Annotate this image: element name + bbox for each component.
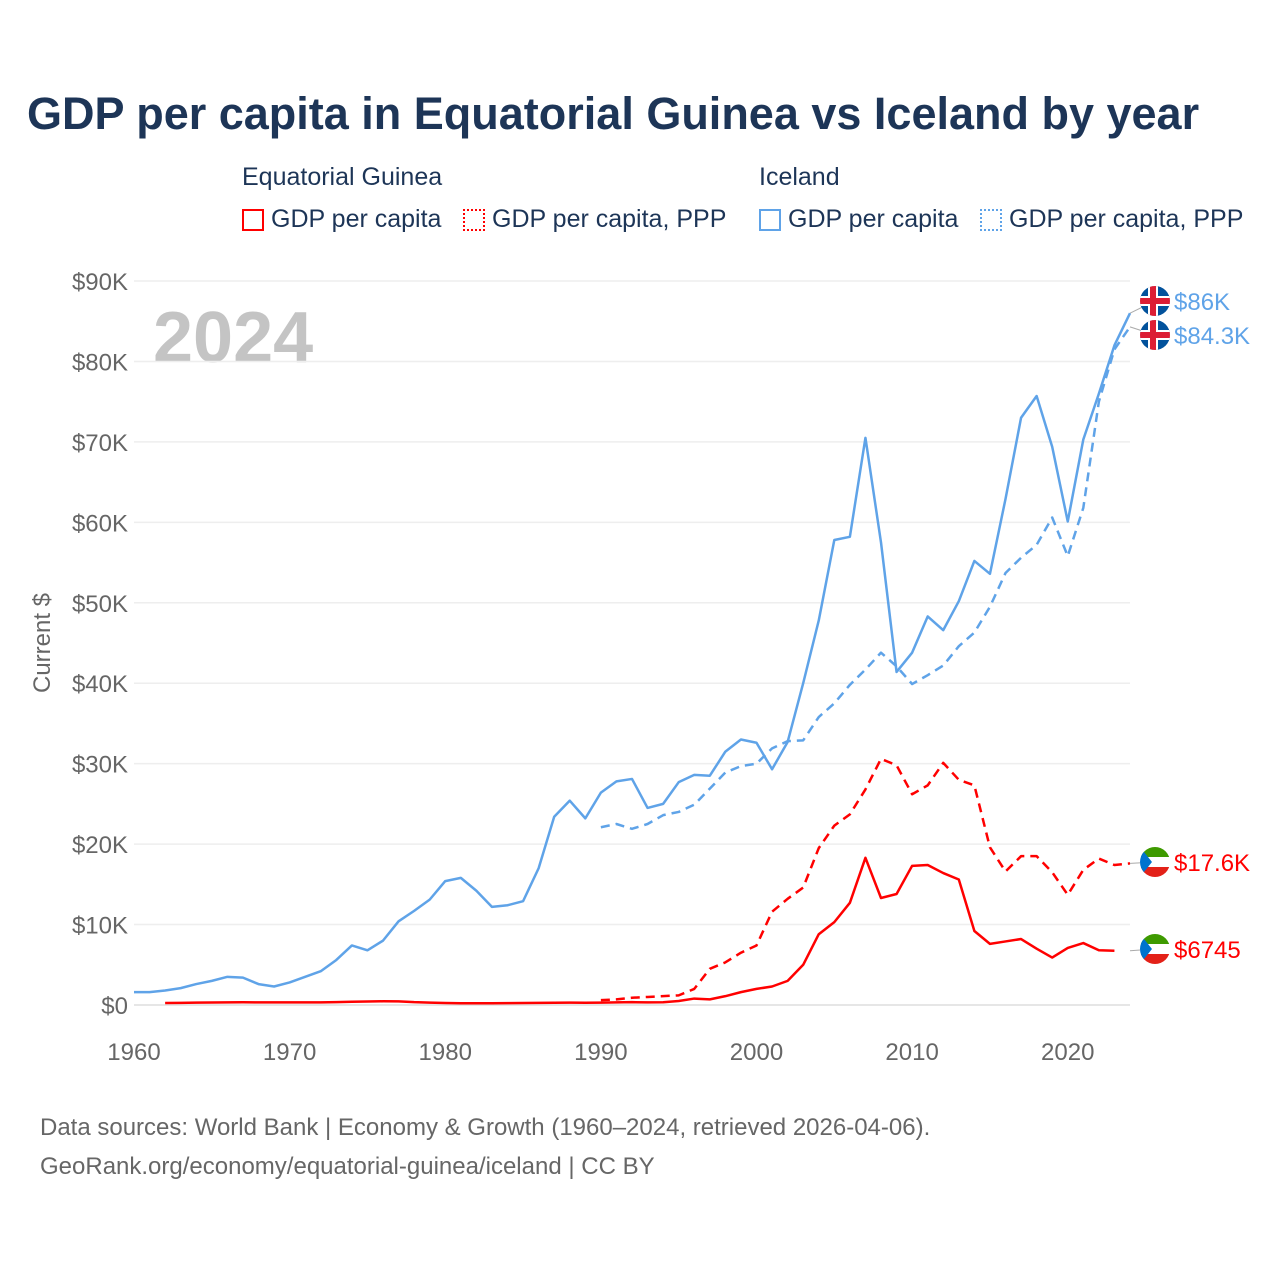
legend-group-iceland: Iceland (759, 163, 840, 191)
end-value-label: $17.6K (1174, 850, 1250, 877)
series-line-3 (165, 856, 1115, 1005)
y-tick-label: $20K (72, 832, 128, 859)
legend-item-eg-ppp[interactable]: GDP per capita, PPP (463, 205, 726, 234)
legend-item-is-gdp[interactable]: GDP per capita (759, 205, 958, 234)
legend-label: GDP per capita, PPP (1009, 205, 1244, 233)
x-tick-label: 1970 (263, 1039, 316, 1066)
source-line-1: Data sources: World Bank | Economy & Gro… (40, 1114, 931, 1141)
series-line-0 (134, 312, 1132, 994)
legend-swatch (759, 208, 781, 231)
plot-area: 2024 Current $ $0 $10K $20K $30K $40K $50K $60… (29, 269, 1250, 1066)
x-tick-label: 1990 (574, 1039, 627, 1066)
x-tick-label: 2010 (885, 1039, 938, 1066)
series-line-2 (600, 757, 1131, 1002)
source-link[interactable]: GeoRank.org/economy/equatorial-guinea/ic… (40, 1153, 655, 1180)
equatorial-guinea-flag-icon (1140, 934, 1170, 964)
year-watermark: 2024 (153, 298, 313, 378)
legend-group-equatorial-guinea: Equatorial Guinea (242, 163, 443, 191)
source-note: Data sources: World Bank | Economy & Gro… (40, 1108, 930, 1186)
legend-item-is-ppp[interactable]: GDP per capita, PPP (980, 205, 1243, 234)
y-tick-label: $10K (72, 913, 128, 940)
legend-label: GDP per capita (271, 205, 442, 233)
y-tick-label: $60K (72, 510, 128, 537)
x-tick-label: 2020 (1041, 1039, 1094, 1066)
legend-item-eg-gdp[interactable]: GDP per capita (242, 205, 441, 234)
legend-swatch (463, 208, 485, 231)
legend-swatch (242, 208, 264, 231)
x-tick-label: 1980 (419, 1039, 472, 1066)
y-tick-label: $40K (72, 671, 128, 698)
x-tick-label: 1960 (107, 1039, 160, 1066)
end-value-label: $86K (1174, 289, 1230, 316)
y-tick-label: $50K (72, 591, 128, 618)
y-tick-label: $30K (72, 752, 128, 779)
chart-title: GDP per capita in Equatorial Guinea vs I… (27, 88, 1200, 139)
x-tick-label: 2000 (730, 1039, 783, 1066)
iceland-flag-icon (1140, 320, 1170, 350)
legend-label: GDP per capita, PPP (492, 205, 727, 233)
y-tick-label: $0 (101, 993, 128, 1020)
legend-label: GDP per capita (788, 205, 959, 233)
end-value-label: $84.3K (1174, 323, 1250, 350)
y-tick-label: $90K (72, 269, 128, 296)
y-axis-label: Current $ (29, 593, 56, 693)
equatorial-guinea-flag-icon (1140, 847, 1170, 877)
end-value-label: $6745 (1174, 937, 1241, 964)
legend-swatch (980, 208, 1002, 231)
iceland-flag-icon (1140, 286, 1170, 316)
y-tick-label: $70K (72, 430, 128, 457)
y-tick-label: $80K (72, 349, 128, 376)
series-line-1 (600, 326, 1132, 831)
